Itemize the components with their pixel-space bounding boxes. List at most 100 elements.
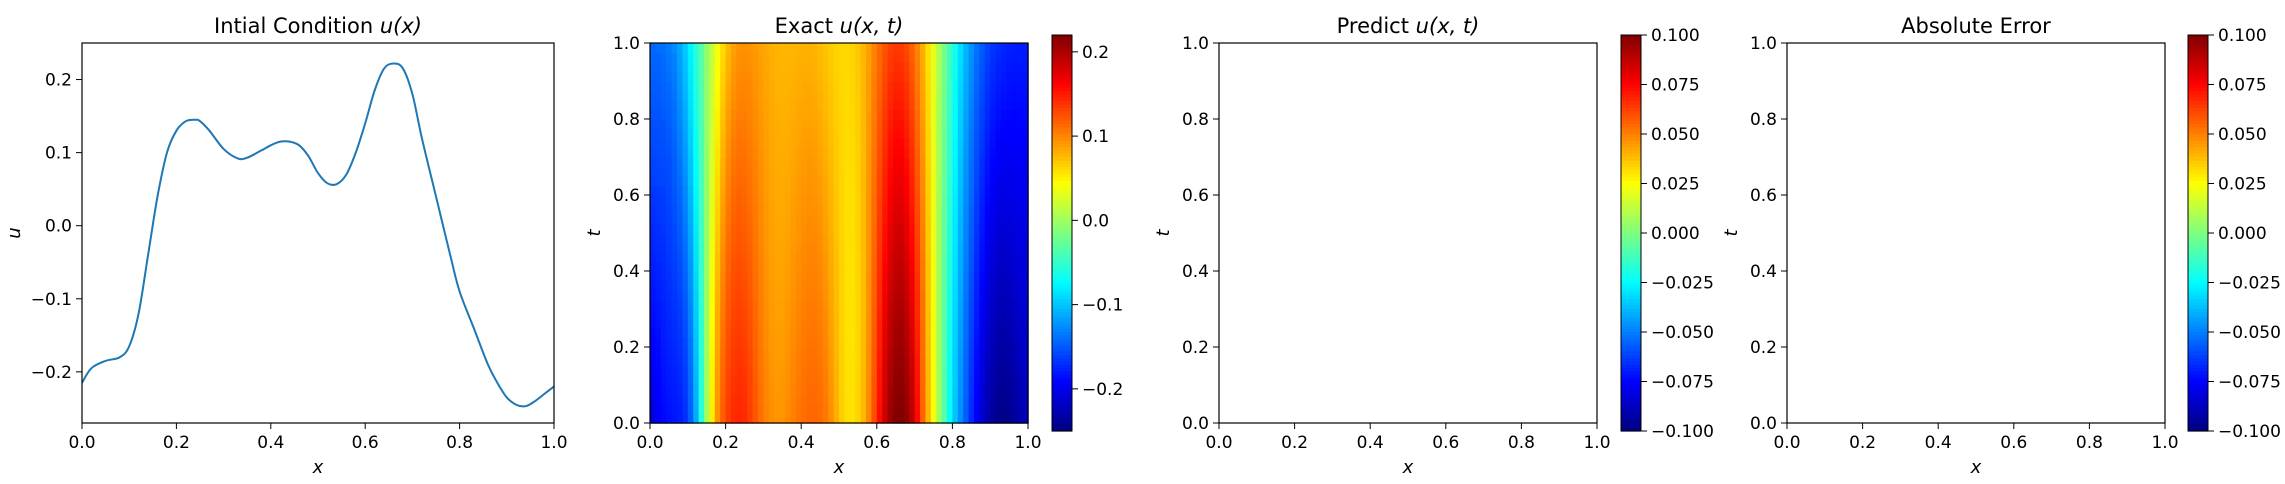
exact-heatmap-cell — [990, 252, 997, 263]
exact-heatmap-cell — [812, 413, 819, 424]
colorbar-2-segment — [1052, 167, 1072, 171]
exact-heatmap-cell — [768, 138, 775, 149]
exact-heatmap-cell — [984, 166, 991, 177]
exact-heatmap-cell — [812, 157, 819, 168]
exact-heatmap-cell — [947, 404, 954, 415]
exact-heatmap-cell — [720, 394, 727, 405]
exact-heatmap-cell — [795, 366, 802, 377]
exact-heatmap-cell — [671, 337, 678, 348]
exact-heatmap-cell — [990, 71, 997, 82]
exact-heatmap-cell — [747, 109, 754, 120]
exact-heatmap-cell — [974, 147, 981, 158]
exact-heatmap-cell — [758, 252, 765, 263]
exact-heatmap-cell — [974, 100, 981, 111]
exact-heatmap-cell — [995, 195, 1002, 206]
exact-heatmap-cell — [952, 195, 959, 206]
exact-heatmap-cell — [822, 138, 829, 149]
exact-heatmap-cell — [855, 233, 862, 244]
exact-heatmap-cell — [736, 52, 743, 63]
exact-heatmap-cell — [920, 43, 927, 54]
colorbar-4-segment — [2188, 305, 2208, 310]
colorbar-3-segment — [1621, 150, 1641, 155]
exact-heatmap-cell — [957, 90, 964, 101]
colorbar-3-segment — [1621, 266, 1641, 270]
exact-heatmap-cell — [693, 271, 700, 282]
panel-3-heatmap-area — [1219, 43, 1597, 423]
exact-heatmap-cell — [693, 128, 700, 139]
exact-heatmap-cell — [866, 280, 873, 291]
exact-heatmap-cell — [968, 404, 975, 415]
exact-heatmap-cell — [758, 242, 765, 253]
exact-heatmap-cell — [790, 204, 797, 215]
exact-heatmap-cell — [1017, 366, 1024, 377]
exact-heatmap-cell — [725, 81, 732, 92]
colorbar-4-segment — [2188, 341, 2208, 346]
exact-heatmap-cell — [909, 375, 916, 386]
exact-heatmap-cell — [812, 128, 819, 139]
exact-heatmap-cell — [785, 271, 792, 282]
exact-heatmap-cell — [995, 223, 1002, 234]
exact-heatmap-cell — [1006, 299, 1013, 310]
colorbar-2-segment — [1052, 421, 1072, 425]
exact-heatmap-cell — [682, 309, 689, 320]
exact-heatmap-cell — [930, 214, 937, 225]
exact-heatmap-cell — [887, 271, 894, 282]
exact-heatmap-cell — [698, 43, 705, 54]
exact-heatmap-cell — [704, 166, 711, 177]
exact-heatmap-cell — [779, 223, 786, 234]
exact-heatmap-cell — [887, 176, 894, 187]
colorbar-2-segment — [1052, 91, 1072, 95]
exact-heatmap-cell — [704, 309, 711, 320]
exact-heatmap-cell — [779, 138, 786, 149]
colorbar-4-segment — [2188, 143, 2208, 148]
exact-heatmap-cell — [655, 356, 662, 367]
exact-heatmap-cell — [974, 195, 981, 206]
exact-heatmap-cell — [984, 271, 991, 282]
exact-heatmap-cell — [882, 271, 889, 282]
exact-heatmap-cell — [871, 166, 878, 177]
exact-heatmap-cell — [768, 166, 775, 177]
exact-heatmap-cell — [774, 204, 781, 215]
exact-heatmap-cell — [844, 337, 851, 348]
exact-heatmap-cell — [1017, 62, 1024, 73]
exact-heatmap-cell — [671, 290, 678, 301]
exact-heatmap-cell — [790, 176, 797, 187]
exact-heatmap-cell — [677, 309, 684, 320]
exact-heatmap-cell — [963, 328, 970, 339]
exact-heatmap-cell — [806, 233, 813, 244]
exact-heatmap-cell — [984, 299, 991, 310]
exact-heatmap-cell — [714, 299, 721, 310]
exact-heatmap-cell — [822, 119, 829, 130]
exact-heatmap-cell — [822, 261, 829, 272]
exact-heatmap-cell — [693, 166, 700, 177]
exact-heatmap-cell — [974, 90, 981, 101]
exact-heatmap-cell — [682, 138, 689, 149]
exact-heatmap-cell — [655, 309, 662, 320]
exact-heatmap-cell — [968, 166, 975, 177]
exact-heatmap-cell — [855, 166, 862, 177]
colorbar-4-segment — [2188, 325, 2208, 330]
exact-heatmap-cell — [655, 100, 662, 111]
exact-heatmap-cell — [947, 309, 954, 320]
exact-heatmap-cell — [871, 413, 878, 424]
exact-heatmap-cell — [671, 195, 678, 206]
colorbar-2-segment — [1052, 97, 1072, 102]
exact-heatmap-cell — [855, 252, 862, 263]
exact-heatmap-cell — [1006, 223, 1013, 234]
exact-heatmap-cell — [1017, 375, 1024, 386]
exact-heatmap-cell — [968, 385, 975, 396]
exact-heatmap-cell — [914, 62, 921, 73]
exact-heatmap-cell — [839, 394, 846, 405]
exact-heatmap-cell — [947, 366, 954, 377]
exact-heatmap-cell — [790, 138, 797, 149]
exact-heatmap-cell — [725, 356, 732, 367]
exact-heatmap-cell — [893, 375, 900, 386]
exact-heatmap-cell — [655, 195, 662, 206]
exact-heatmap-cell — [660, 356, 667, 367]
exact-heatmap-cell — [1001, 337, 1008, 348]
exact-heatmap-cell — [677, 62, 684, 73]
exact-heatmap-cell — [752, 71, 759, 82]
exact-heatmap-cell — [720, 356, 727, 367]
exact-heatmap-cell — [650, 81, 657, 92]
exact-heatmap-cell — [720, 62, 727, 73]
